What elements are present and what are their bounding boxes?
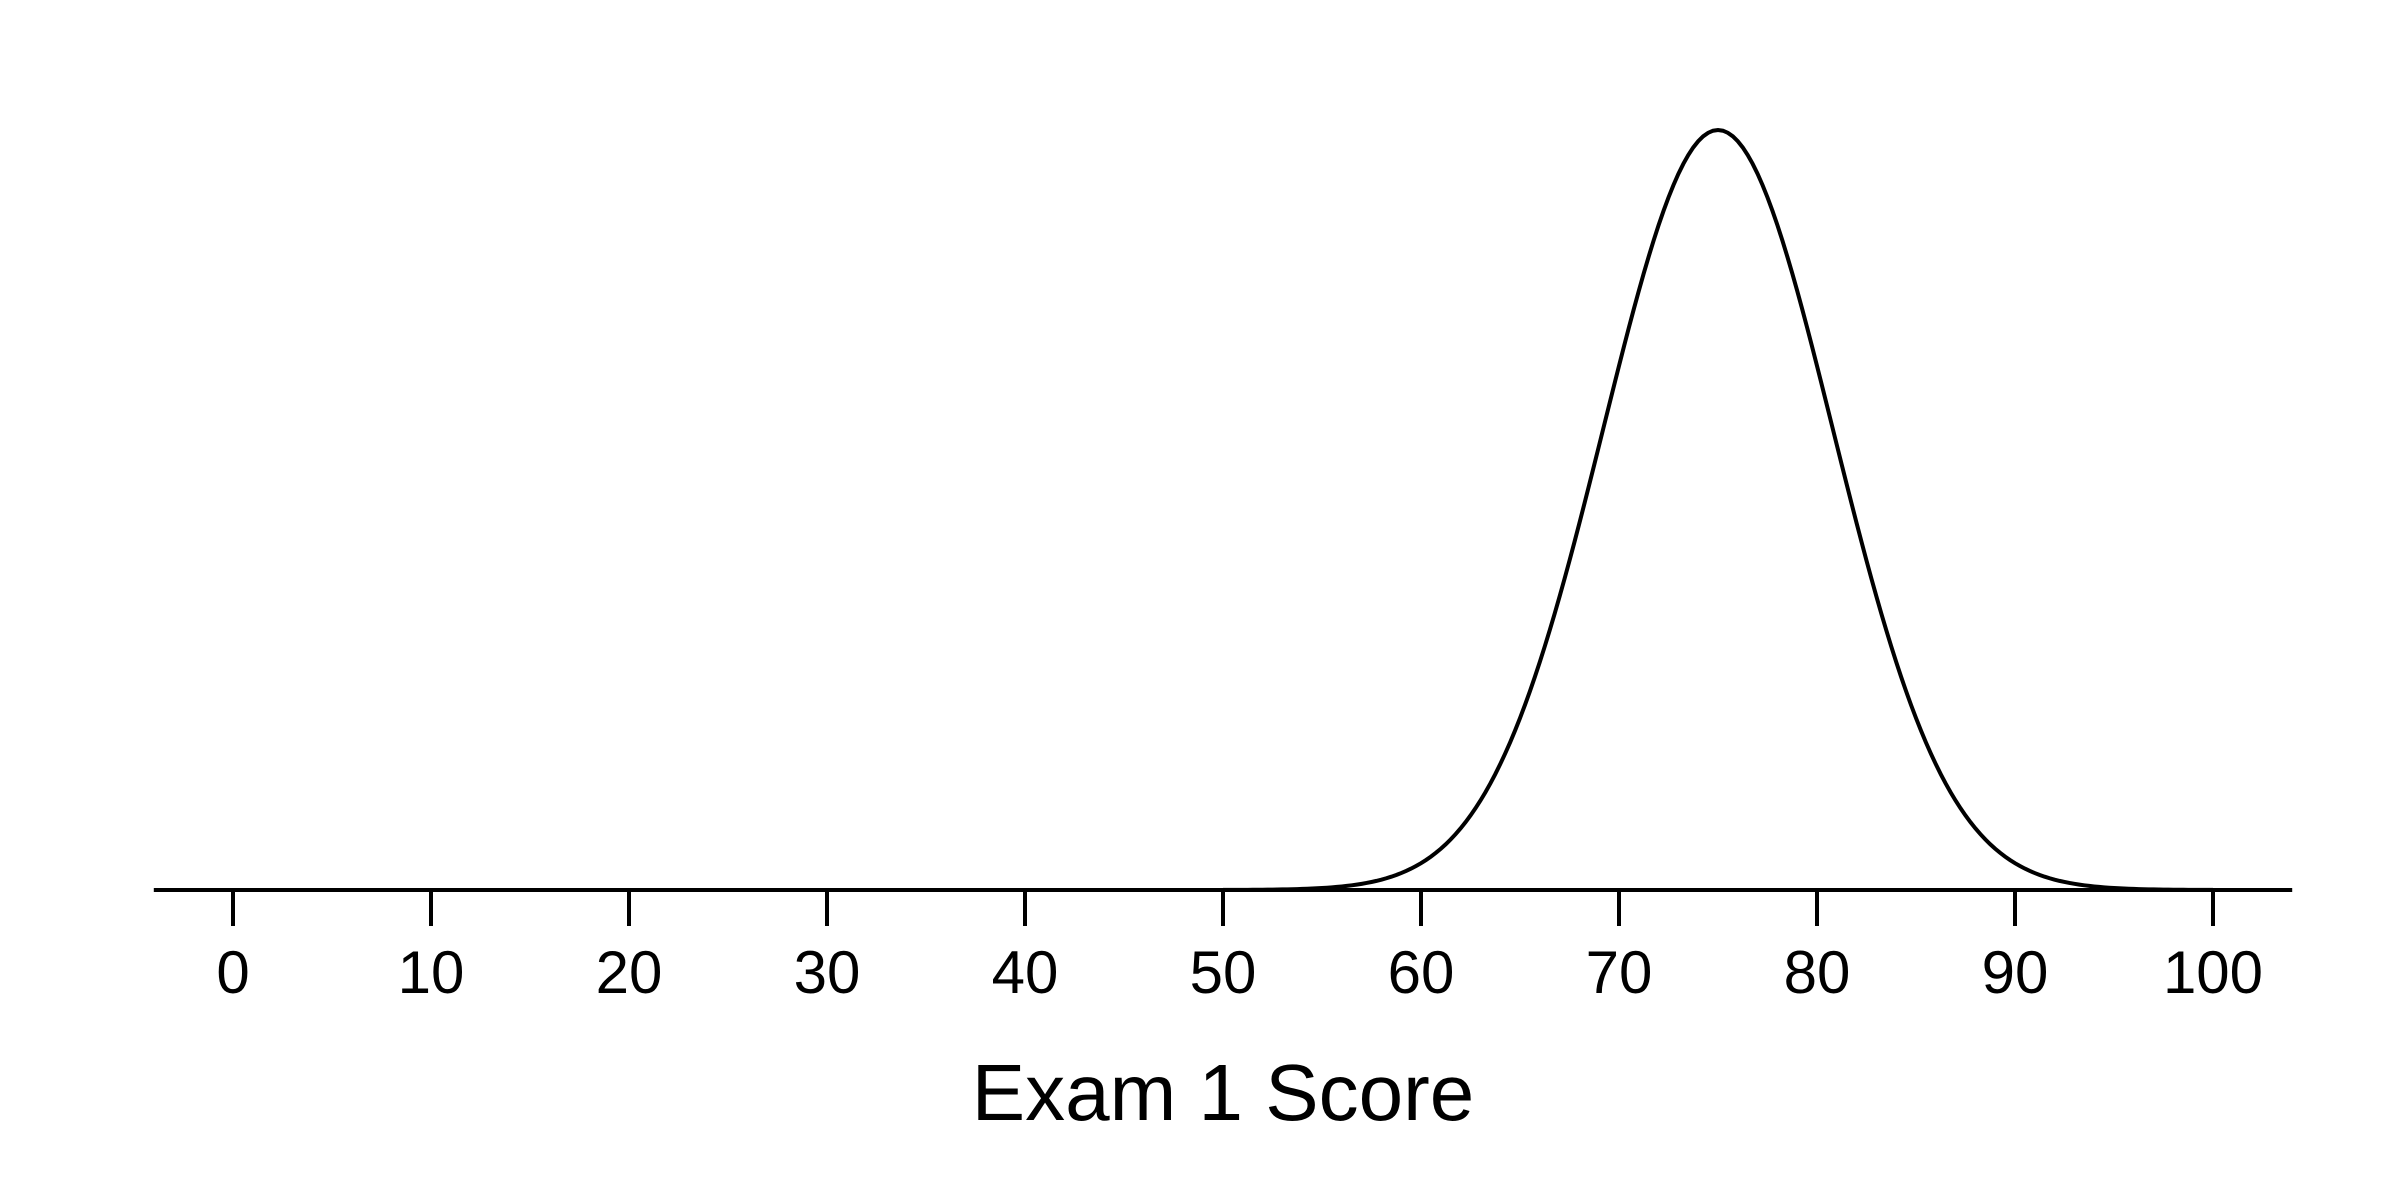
x-tick-label: 60	[1388, 939, 1455, 1006]
x-tick-label: 80	[1784, 939, 1851, 1006]
x-tick-label: 10	[398, 939, 465, 1006]
x-tick-label: 50	[1190, 939, 1257, 1006]
density-curve	[1223, 130, 2213, 890]
x-tick-label: 40	[992, 939, 1059, 1006]
x-tick-label: 100	[2163, 939, 2263, 1006]
x-axis-title: Exam 1 Score	[972, 1048, 1474, 1137]
x-tick-label: 0	[216, 939, 249, 1006]
x-tick-label: 70	[1586, 939, 1653, 1006]
x-tick-label: 20	[596, 939, 663, 1006]
x-axis-ticks: 0 10 20 30 40 50 60 70 80 90 100	[216, 890, 2263, 1006]
x-tick-label: 90	[1982, 939, 2049, 1006]
x-tick-label: 30	[794, 939, 861, 1006]
